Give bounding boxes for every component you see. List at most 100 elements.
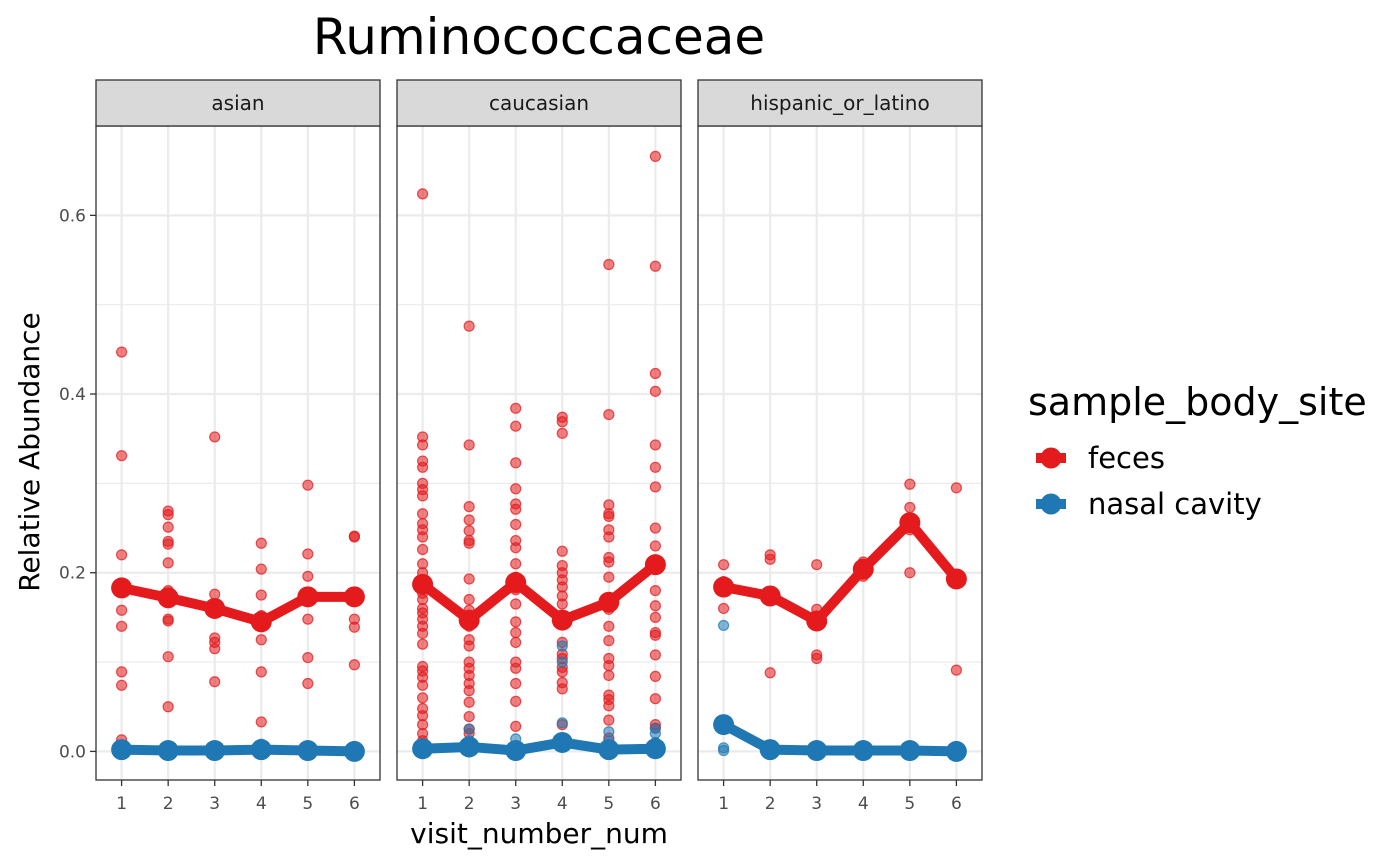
x-axis-title: visit_number_num [410,817,668,850]
data-point [649,611,661,623]
x-tick-label: 4 [858,794,869,814]
mean-point [598,739,620,761]
data-point [463,593,475,606]
y-tick-label: 0.0 [59,742,86,762]
data-point [510,420,522,432]
data-point [510,626,522,639]
legend-label: feces [1088,441,1165,475]
data-point [162,701,174,713]
data-point [463,525,475,537]
mean-point [759,585,781,607]
data-point [463,685,475,697]
x-tick-label: 5 [904,794,915,814]
x-tick-label: 3 [811,794,822,814]
data-point [649,367,661,380]
data-point [302,548,314,560]
mean-point [343,586,365,608]
y-tick-label: 0.6 [59,206,86,226]
data-point [510,695,522,707]
mean-point [505,740,527,762]
x-tick-label: 2 [464,794,475,814]
data-point [417,638,429,650]
x-tick-label: 6 [349,794,360,814]
data-point [556,640,568,652]
data-point [811,559,823,571]
data-point [764,667,776,679]
data-point [603,660,615,672]
y-tick-label: 0.4 [59,385,86,405]
data-point [463,696,475,708]
mean-point [250,739,272,761]
data-point [417,439,429,451]
mean-point [713,714,735,736]
data-point [417,508,429,520]
facet-strip [396,79,682,127]
data-point [510,518,522,531]
data-point [649,693,661,705]
data-point [556,666,568,678]
data-point [209,588,221,600]
data-point [162,509,174,521]
data-point [348,621,360,633]
facet-strip [697,79,983,127]
data-point [463,537,475,549]
data-point [417,543,429,556]
mean-point [505,572,527,594]
facet-strip-label: asian [211,91,264,115]
mean-point [204,597,226,619]
data-point [649,461,661,473]
data-point [904,501,916,514]
data-point [718,559,730,571]
data-point [463,723,475,735]
data-point [255,716,267,728]
data-point [417,531,429,543]
panel-background [698,126,982,780]
data-point [556,598,568,610]
x-tick-label: 3 [510,794,521,814]
data-point [603,408,615,421]
data-point [649,629,661,641]
plot-title: Ruminococcaceae [313,8,765,66]
data-point [603,258,615,271]
data-point [603,556,615,568]
mean-point [250,611,272,633]
x-tick-label: 1 [116,794,127,814]
data-point [463,573,475,585]
data-point [302,613,314,625]
data-point [116,604,128,616]
data-point [556,427,568,439]
data-point [603,510,615,523]
mean-point [806,610,828,632]
data-point [255,537,267,549]
x-tick-label: 4 [256,794,267,814]
data-point [603,714,615,726]
data-point [556,545,568,557]
data-point [116,450,128,462]
data-point [811,652,823,665]
data-point [649,600,661,612]
data-point [255,666,267,678]
mean-point [111,577,133,599]
mean-point [899,740,921,762]
x-tick-label: 2 [163,794,174,814]
x-tick-label: 2 [765,794,776,814]
data-point [603,620,615,632]
facet-strip-label: hispanic_or_latino [750,91,929,115]
data-point [556,717,568,729]
mean-point [713,576,735,598]
x-tick-label: 6 [650,794,661,814]
data-point [417,627,429,640]
panel-background [397,126,681,780]
mean-point [852,740,874,762]
data-point [162,651,174,663]
data-point [510,598,522,610]
legend-entry-feces: feces [1036,441,1165,475]
data-point [463,514,475,526]
mean-line-nasal-cavity [116,744,360,757]
data-point [556,683,568,695]
data-point [510,558,522,570]
mean-point [551,609,573,631]
legend-title: sample_body_site [1028,380,1367,424]
data-point [417,188,429,200]
data-point [162,538,174,550]
